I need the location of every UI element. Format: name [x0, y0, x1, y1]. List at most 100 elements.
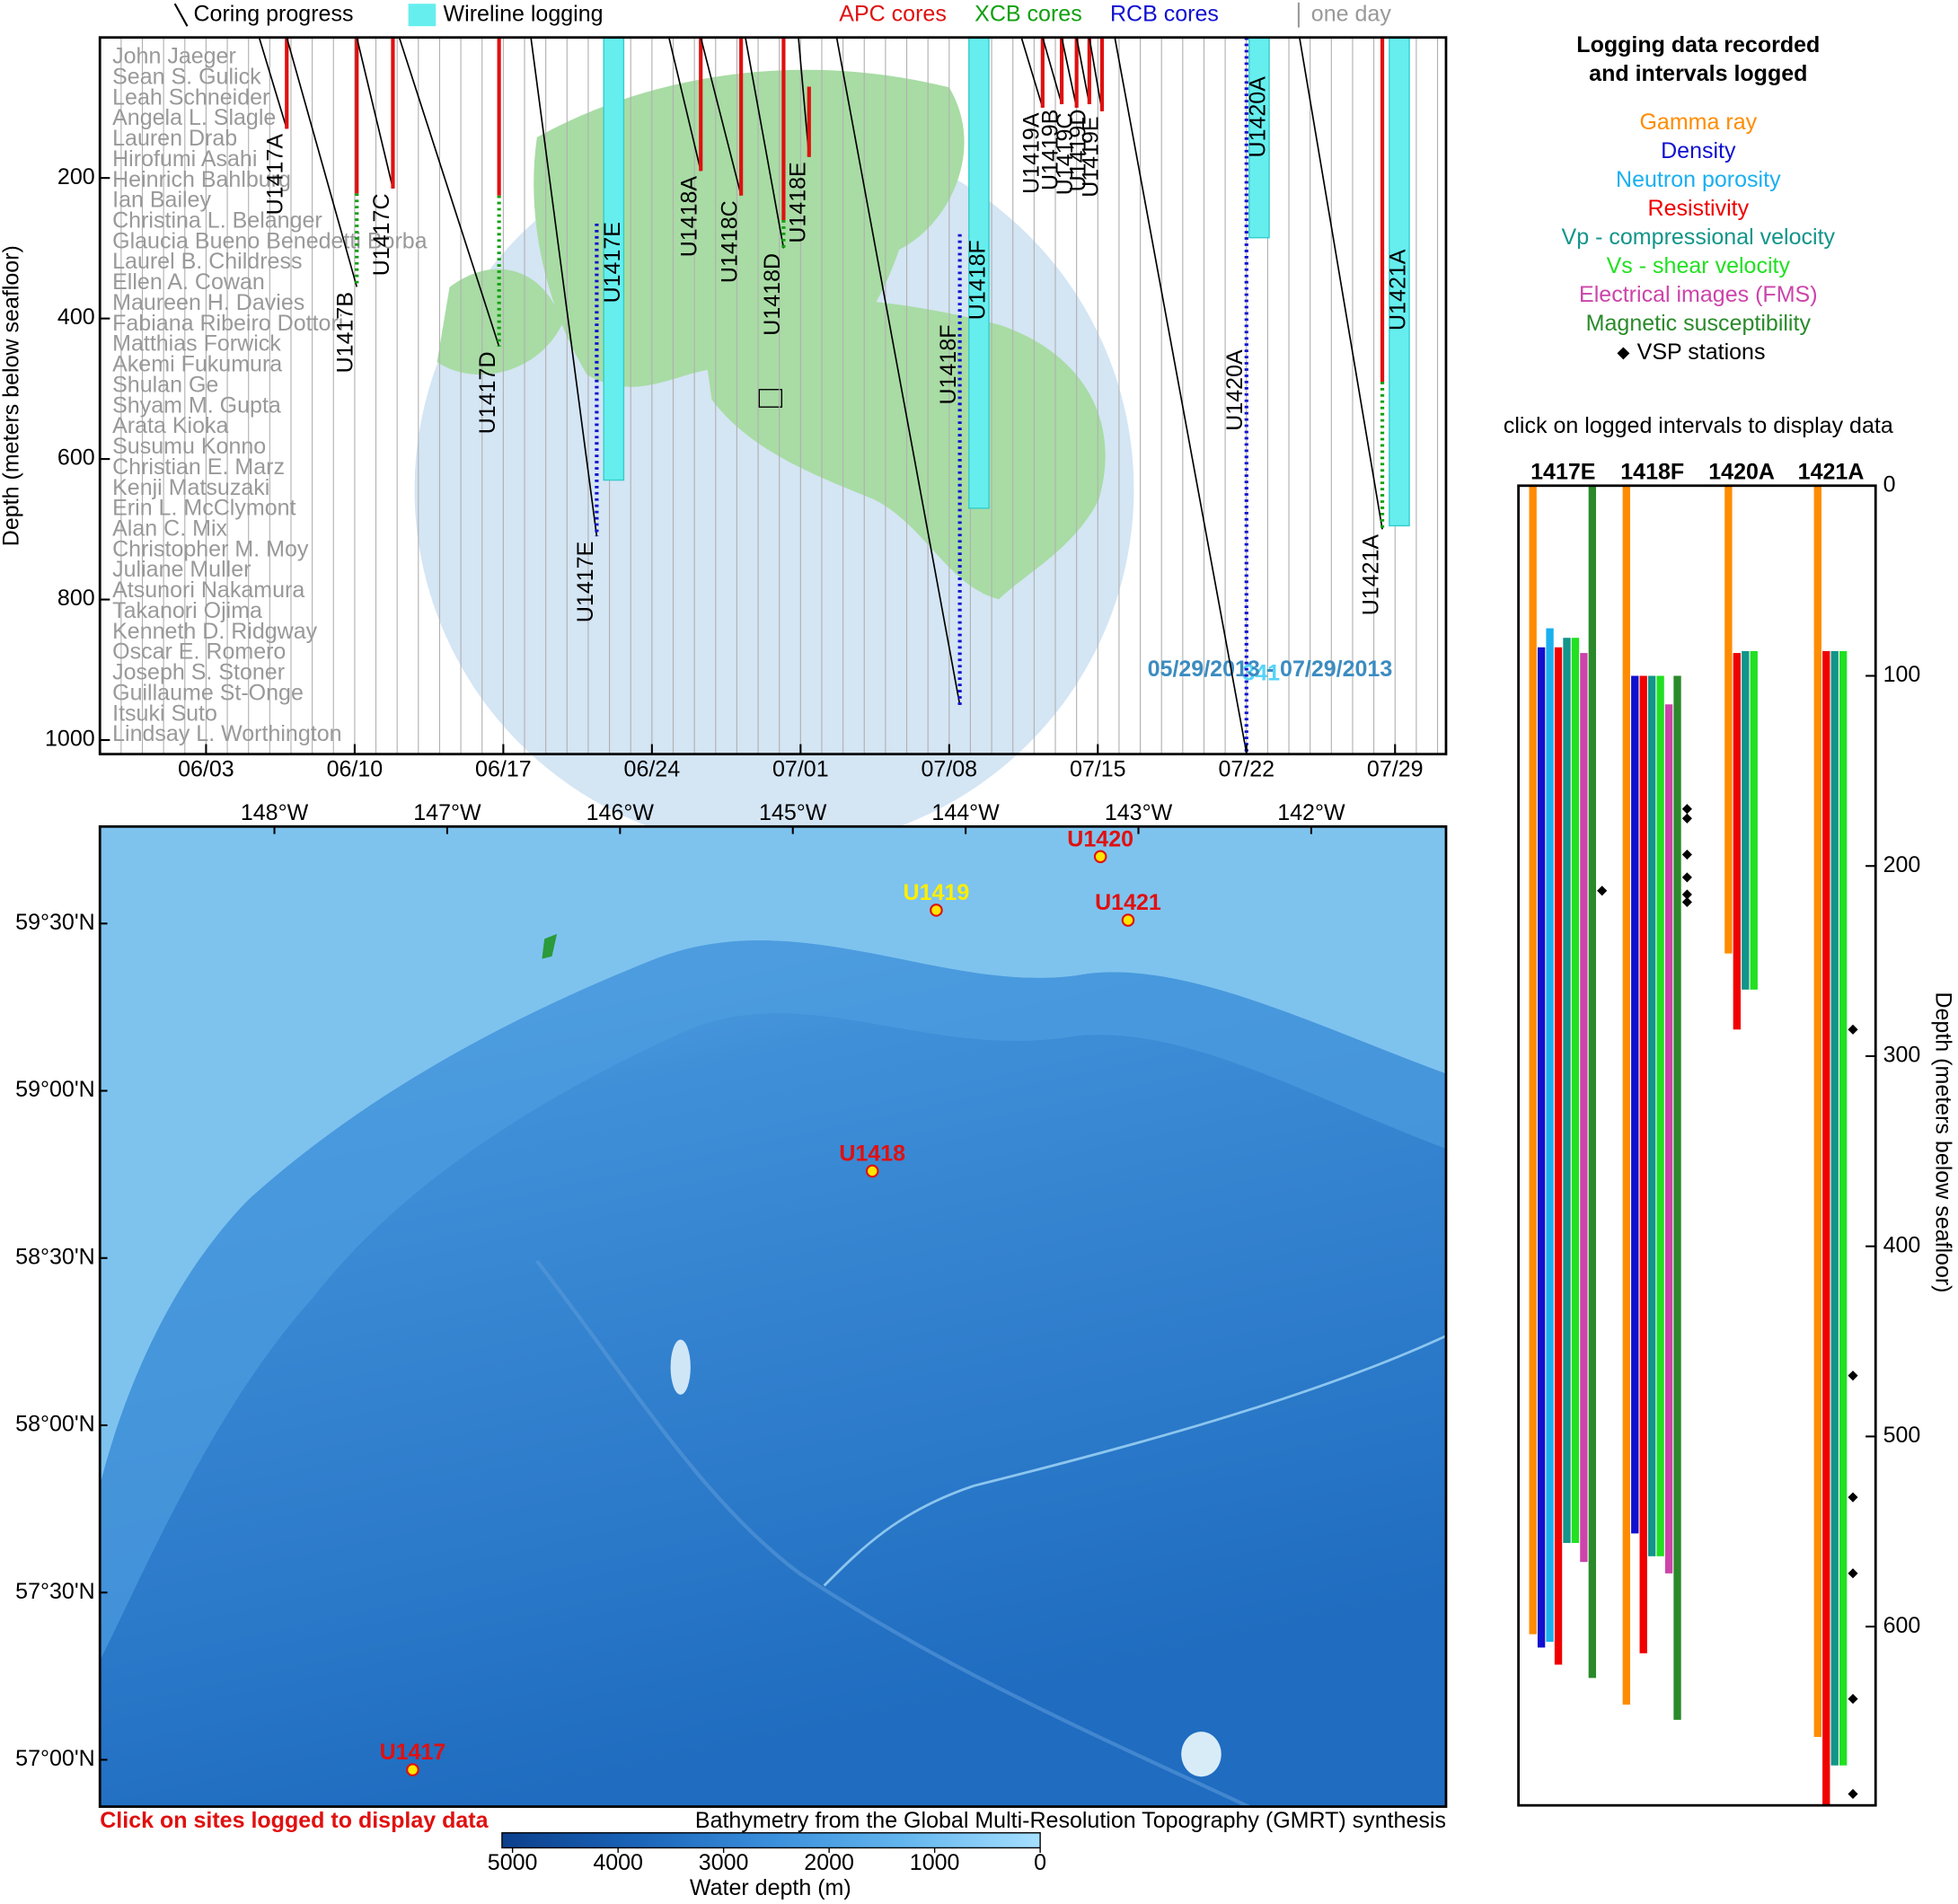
colorbar [501, 1832, 1041, 1849]
x-tick-label: 07/22 [1218, 756, 1274, 781]
site-label[interactable]: U1419 [904, 880, 970, 905]
hole-label: U1417E [573, 542, 598, 622]
scientist-name: Lindsay L. Worthington [112, 721, 341, 746]
hole-column-label: 1418F [1620, 459, 1684, 484]
logged-interval[interactable] [1673, 675, 1681, 1720]
logged-interval[interactable] [1529, 485, 1537, 1635]
vsp-station [1681, 804, 1692, 815]
logged-interval[interactable] [1742, 650, 1750, 990]
logged-interval[interactable] [1724, 485, 1733, 954]
logged-interval[interactable] [1647, 675, 1656, 1556]
coring-progress [1020, 37, 1044, 109]
scientist-name: Laurel B. Childress [112, 249, 302, 274]
lat-tick-label: 58°30'N [15, 1244, 95, 1269]
site-label[interactable]: U1421 [1095, 890, 1161, 915]
logged-interval[interactable] [1664, 704, 1673, 1573]
channel [823, 1335, 1447, 1587]
y-tick-label: 0 [1883, 472, 1896, 497]
site-label[interactable]: U1420 [1067, 826, 1133, 851]
logged-interval[interactable] [1656, 675, 1664, 1556]
legend-entry: Magnetic susceptibility [1586, 311, 1812, 336]
legend-day: one day [1311, 1, 1392, 26]
logged-interval[interactable] [1733, 653, 1742, 1030]
colorbar-tick-label: 3000 [699, 1850, 749, 1875]
site-marker[interactable] [865, 1164, 879, 1178]
scientist-name: Akemi Fukumura [112, 352, 282, 377]
map-frame [98, 824, 1448, 1808]
hole-label: U1418E [785, 162, 810, 242]
site-marker[interactable] [1093, 850, 1107, 864]
scientist-name: Erin L. McClymont [112, 496, 295, 521]
scientist-name: Sean S. Gulick [112, 64, 261, 89]
scientist-name: Maureen H. Davies [112, 290, 304, 315]
lat-tick-label: 59°30'N [15, 910, 95, 935]
site-label[interactable]: U1417 [380, 1740, 446, 1765]
logged-interval[interactable] [1631, 675, 1639, 1534]
vsp-station [1848, 1024, 1858, 1035]
scientist-name: Kenneth D. Ridgway [112, 619, 318, 644]
hole-label: U1417A [263, 134, 288, 216]
site-label[interactable]: U1418 [839, 1141, 905, 1166]
legend-entry: Resistivity [1648, 196, 1750, 221]
vsp-station [1681, 889, 1692, 900]
scientist-name: Atsunori Nakamura [112, 577, 304, 603]
legend-entry: Gamma ray [1639, 110, 1757, 135]
logged-interval[interactable] [1546, 628, 1554, 1643]
logged-interval[interactable] [1750, 650, 1758, 990]
vsp-station [1848, 1568, 1858, 1579]
logged-interval[interactable] [1563, 638, 1571, 1543]
vsp-station [1681, 849, 1692, 860]
logged-interval[interactable] [1580, 653, 1588, 1563]
scientist-name: Shulan Ge [112, 372, 218, 397]
scientist-name: Arata Kioka [112, 413, 228, 438]
vsp-station [1848, 1371, 1858, 1381]
scientist-name: Christian E. Marz [112, 454, 285, 480]
logged-interval[interactable] [1830, 650, 1839, 1766]
scientist-name: Oscar E. Romero [112, 639, 286, 665]
logged-interval[interactable] [1813, 485, 1821, 1737]
x-tick-label: 06/03 [178, 756, 234, 781]
scientist-name: Ian Bailey [112, 188, 211, 213]
y-tick-label: 200 [1883, 852, 1921, 877]
x-tick-label: 07/08 [922, 756, 978, 781]
y-tick-label: 400 [57, 304, 95, 330]
coring-progress [356, 37, 394, 190]
lon-tick-label: 143°W [1105, 800, 1173, 825]
logged-interval[interactable] [1588, 485, 1597, 1679]
fault-trace [535, 1259, 1250, 1809]
logged-interval[interactable] [1554, 647, 1563, 1665]
y-tick-label: 600 [57, 445, 95, 471]
logged-interval[interactable] [1839, 650, 1848, 1766]
legend-entry: Vp - compressional velocity [1562, 225, 1836, 250]
x-tick-label: 07/01 [772, 756, 829, 781]
hole-label: U1417C [369, 193, 394, 276]
coring-progress [745, 37, 785, 249]
colorbar-label: Water depth (m) [690, 1875, 851, 1900]
vsp-station [1848, 1694, 1858, 1705]
hole-label: U1419B [1038, 110, 1063, 190]
y-tick-label: 1000 [45, 727, 95, 752]
legend-entry: Neutron porosity [1616, 167, 1781, 192]
logged-interval[interactable] [1622, 485, 1630, 1705]
legend-coring: Coring progress [193, 1, 353, 26]
logged-interval[interactable] [1571, 638, 1580, 1543]
seamount [1181, 1732, 1222, 1777]
hole-label: U1418A [677, 176, 702, 258]
lon-tick-label: 148°W [241, 800, 309, 825]
lon-tick-label: 142°W [1277, 800, 1345, 825]
scientist-name: Fabiana Ribeiro Dottori [112, 311, 343, 336]
legend-core-type: APC cores [839, 1, 947, 26]
logged-interval[interactable] [1537, 647, 1546, 1648]
scientist-name: Shyam M. Gupta [112, 392, 281, 418]
site-marker[interactable] [1121, 913, 1135, 927]
scientist-name: Glaucia Bueno Benedetti Borba [112, 228, 428, 253]
colorbar-tick-label: 1000 [910, 1850, 960, 1875]
site-marker[interactable] [406, 1763, 419, 1776]
scientist-name: Leah Schneider [112, 84, 269, 110]
colorbar-tick-label: 4000 [593, 1850, 643, 1875]
scientist-name: Takanori Ojima [112, 598, 262, 623]
site-marker[interactable] [930, 904, 943, 917]
scientist-name: Joseph S. Stoner [112, 660, 285, 685]
logged-interval[interactable] [1822, 650, 1830, 1806]
logged-interval[interactable] [1639, 675, 1647, 1653]
